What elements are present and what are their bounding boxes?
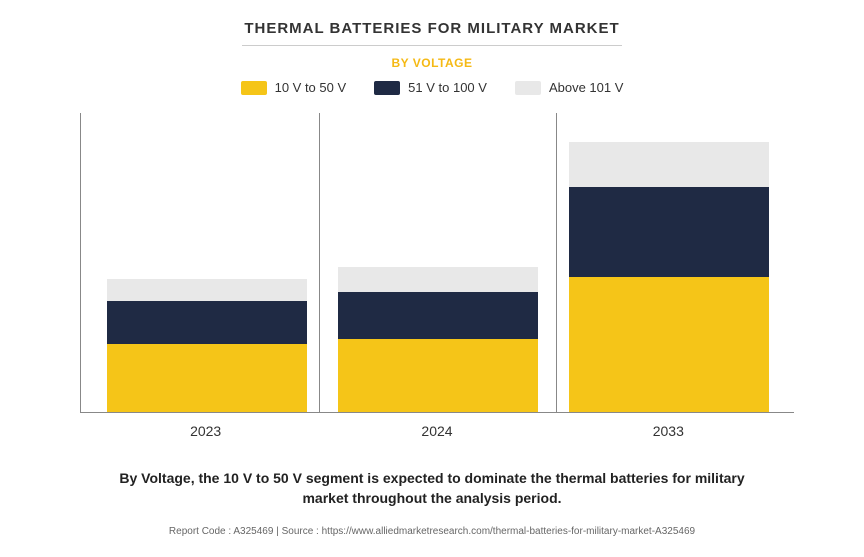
legend-item: 51 V to 100 V — [374, 80, 487, 95]
legend-swatch-0 — [241, 81, 267, 95]
chart-title: THERMAL BATTERIES FOR MILITARY MARKET — [242, 20, 622, 46]
footer-sep: | — [273, 526, 281, 537]
bar-segment — [569, 187, 769, 277]
bar-segment — [338, 267, 538, 292]
bar-segment — [569, 142, 769, 187]
bar-group — [338, 267, 538, 412]
bar-group — [107, 279, 307, 412]
chart-caption: By Voltage, the 10 V to 50 V segment is … — [100, 469, 764, 508]
bar-segment — [107, 301, 307, 344]
bar-segment — [338, 292, 538, 339]
bar-segment — [107, 279, 307, 301]
chart-area — [80, 113, 794, 413]
legend-label: 51 V to 100 V — [408, 80, 487, 95]
chart-divider — [556, 113, 557, 413]
legend-label: Above 101 V — [549, 80, 623, 95]
bar-segment — [338, 339, 538, 412]
legend: 10 V to 50 V 51 V to 100 V Above 101 V — [40, 80, 824, 95]
legend-item: Above 101 V — [515, 80, 623, 95]
report-code: A325469 — [233, 526, 273, 537]
bar-segment — [569, 277, 769, 412]
legend-swatch-2 — [515, 81, 541, 95]
bar-segment — [107, 344, 307, 412]
x-axis-label: 2023 — [106, 423, 306, 439]
x-axis-label: 2024 — [337, 423, 537, 439]
chart-subtitle: BY VOLTAGE — [40, 56, 824, 70]
legend-label: 10 V to 50 V — [275, 80, 347, 95]
x-axis-labels: 2023 2024 2033 — [80, 423, 794, 439]
source-label: Source : — [282, 526, 322, 537]
chart-divider — [319, 113, 320, 413]
legend-swatch-1 — [374, 81, 400, 95]
legend-item: 10 V to 50 V — [241, 80, 347, 95]
chart-footer: Report Code : A325469 | Source : https:/… — [40, 526, 824, 537]
bar-group — [569, 142, 769, 412]
x-axis-label: 2033 — [568, 423, 768, 439]
report-code-label: Report Code : — [169, 526, 233, 537]
source-url: https://www.alliedmarketresearch.com/the… — [322, 526, 695, 537]
